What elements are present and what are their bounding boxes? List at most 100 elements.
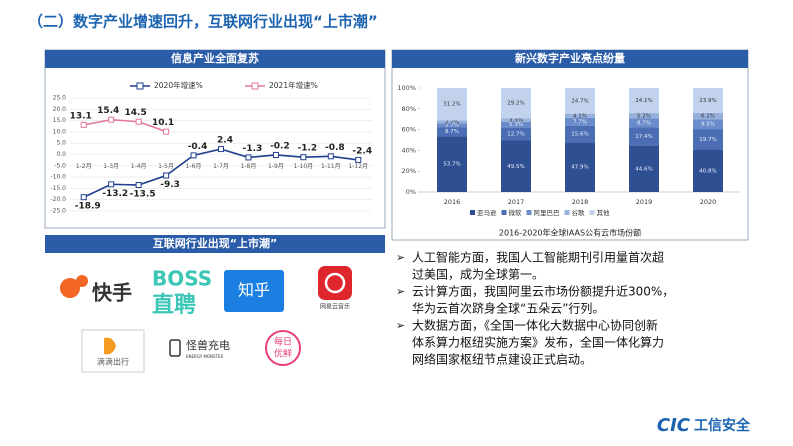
logo-text: 直聘 <box>152 292 196 318</box>
point <box>300 154 307 161</box>
bar-segment <box>629 88 659 114</box>
bar-segment <box>693 129 723 150</box>
x-tick-label: 1-10月 <box>294 163 314 170</box>
data-label: 2.4 <box>217 136 233 146</box>
data-label: -1.3 <box>243 144 263 154</box>
logo-icon <box>104 337 116 355</box>
data-label: 10.1 <box>152 118 174 128</box>
x-tick-label: 1-3月 <box>103 163 119 170</box>
x-tick-label: 2019 <box>636 198 653 206</box>
logo-text: BOSS <box>152 267 212 291</box>
data-label: -9.3 <box>160 180 180 190</box>
bar-segment <box>693 112 723 120</box>
x-tick-label: 2018 <box>572 198 589 206</box>
x-tick-label: 1-4月 <box>131 163 147 170</box>
data-label: 17.4% <box>635 134 652 140</box>
legend-label: 阿里巴巴 <box>534 208 561 217</box>
legend-label: 亚马逊 <box>477 208 497 217</box>
data-label: 8.7% <box>445 129 459 135</box>
data-label: 15.4 <box>97 106 119 116</box>
bar-segment <box>437 88 467 121</box>
data-label: -13.5 <box>130 190 156 200</box>
panel-header <box>45 235 385 253</box>
bar-segment <box>437 127 467 137</box>
data-label: 3.3% <box>509 118 523 124</box>
data-label: 2.7% <box>445 119 459 125</box>
point <box>163 172 170 179</box>
data-label: 7.7% <box>573 119 587 125</box>
logo-icon <box>324 272 346 294</box>
x-tick-label: 2020 <box>700 198 717 206</box>
y-tick-label: 100% <box>397 84 416 92</box>
logo-boss: BOSS 直聘 <box>152 267 212 319</box>
bullet-text: 体系算力枢纽实施方案》发布，全国一体化算力 <box>412 335 664 350</box>
bullet-marker: ➢ <box>396 251 405 264</box>
legend-swatch <box>589 210 595 215</box>
bar-segment <box>501 88 531 119</box>
bar-segment <box>565 88 595 114</box>
y-tick-label: 25.0 <box>53 95 67 102</box>
y-tick-label: 20% <box>402 167 416 175</box>
y-tick-label: 40% <box>402 146 416 154</box>
logo-text: 滴滴出行 <box>97 357 129 367</box>
logo-meiri <box>265 330 301 366</box>
bullet-text: 过美国，成为全球第一。 <box>412 267 544 282</box>
data-label: -0.2 <box>270 141 290 151</box>
legend-label: 2021年增速% <box>269 80 318 90</box>
data-label: 49.5% <box>507 164 524 170</box>
data-label: 3.7% <box>445 123 459 129</box>
data-label: 15.6% <box>571 132 588 138</box>
legend-swatch <box>251 82 259 90</box>
y-tick-label: 80% <box>402 105 416 113</box>
x-tick-label: 1-8月 <box>241 163 257 170</box>
data-label: 44.6% <box>635 166 652 172</box>
y-tick-label: 20.0 <box>53 106 67 113</box>
x-tick-label: 1-2月 <box>76 163 92 170</box>
data-label: 9.5% <box>701 122 715 128</box>
data-label: -18.9 <box>75 202 101 212</box>
data-label: 23.9% <box>699 98 716 104</box>
data-label: 5.3% <box>509 122 523 128</box>
data-label: 6.1% <box>701 114 715 120</box>
bar-segment <box>693 88 723 113</box>
point <box>218 146 224 153</box>
bar-segment <box>501 121 531 128</box>
bar-segment <box>437 120 467 124</box>
bar-segment <box>629 145 659 192</box>
bar-segment <box>565 125 595 143</box>
legend-label: 谷歌 <box>572 208 586 217</box>
data-label: 4.1% <box>573 113 587 119</box>
logo-text: ENERGY MONSTER <box>186 354 224 359</box>
logo-text: 怪兽充电 <box>186 338 230 352</box>
data-label: 47.9% <box>571 165 588 171</box>
data-label: -0.8 <box>325 143 345 153</box>
point <box>135 118 142 125</box>
bar-segment <box>501 118 531 122</box>
data-label: 24.1% <box>635 98 652 104</box>
bullet-text: 大数据方面，《全国一体化大数据中心协同创新 <box>412 318 658 333</box>
legend-swatch <box>470 210 475 215</box>
bar-segment <box>501 140 531 192</box>
bar-segment <box>437 136 467 192</box>
bar-segment <box>693 119 723 130</box>
legend-label: 2020年增速% <box>154 80 203 90</box>
point <box>355 156 362 163</box>
bar-segment <box>693 149 723 192</box>
bar-segment <box>501 127 531 141</box>
panel <box>44 49 386 229</box>
bar-segment <box>565 113 595 118</box>
data-label: 5.2% <box>637 113 651 119</box>
x-tick-label: 2016 <box>444 198 461 206</box>
data-label: 13.1 <box>70 111 92 121</box>
data-label: -1.2 <box>298 144 318 154</box>
slide-title: （二）数字产业增速回升，互联网行业出现“上市潮” <box>28 13 378 31</box>
legend-swatch <box>136 82 144 90</box>
data-label: 12.7% <box>507 131 524 137</box>
data-label: 29.2% <box>507 101 524 107</box>
bullet-text: 网络国家枢纽节点建设正式启动。 <box>412 352 592 367</box>
y-tick-label: 0% <box>406 188 416 196</box>
bar-segment <box>437 123 467 128</box>
legend-swatch <box>564 210 570 215</box>
chart-caption: 2016-2020年全球IAAS公有云市场份额 <box>499 228 641 238</box>
